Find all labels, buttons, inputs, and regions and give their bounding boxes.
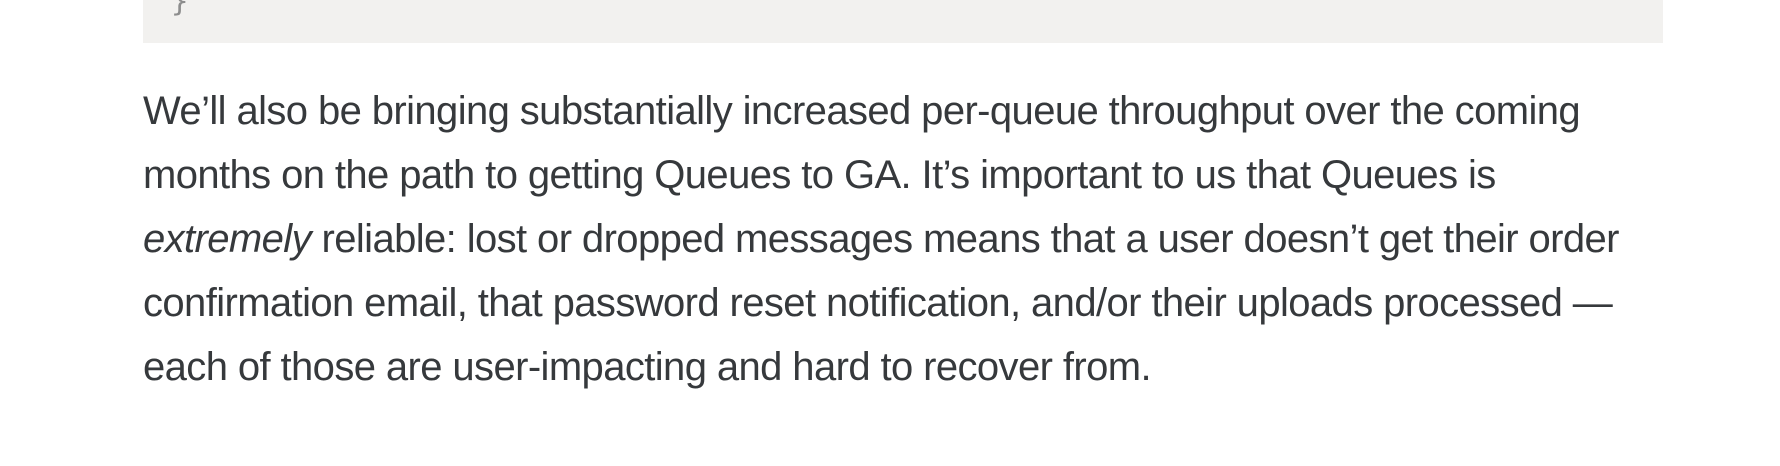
paragraph-line: months on the path to getting Queues to … (143, 153, 1496, 197)
paragraph: We’ll also be bringing substantially inc… (143, 79, 1743, 399)
paragraph-line: confirmation email, that password reset … (143, 281, 1613, 325)
paragraph-line-rest: reliable: lost or dropped messages means… (310, 217, 1619, 261)
paragraph-line: each of those are user-impacting and har… (143, 345, 1152, 389)
emphasis-extremely: extremely (143, 217, 312, 261)
code-block: } (143, 0, 1663, 43)
paragraph-line: extremely reliable: lost or dropped mess… (143, 207, 1743, 271)
code-closing-brace: } (171, 0, 189, 18)
paragraph-line: We’ll also be bringing substantially inc… (143, 89, 1581, 133)
